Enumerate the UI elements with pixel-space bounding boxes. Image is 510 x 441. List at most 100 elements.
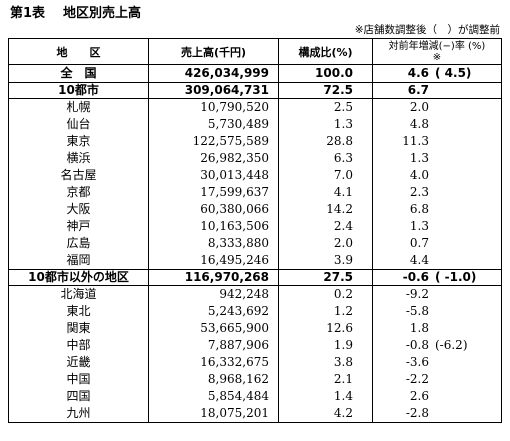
header-change-label: 対前年増減(−)率 (%) — [388, 40, 486, 52]
table-title-text: 地区別売上高 — [63, 6, 142, 21]
sales-by-region-table: 地 区 売上高(千円) 構成比(%) 対前年増減(−)率 (%) ※ 全 国 42… — [8, 38, 502, 423]
share-cell: 28.8 — [279, 133, 373, 150]
change-value: -5.8 — [405, 304, 429, 318]
change-cell: 2.3 — [373, 184, 501, 201]
table-row: 札幌 10,790,520 2.5 2.0 — [9, 99, 501, 116]
sales-cell: 5,243,692 — [149, 303, 279, 320]
sales-cell: 26,982,350 — [149, 150, 279, 167]
share-cell: 4.2 — [279, 405, 373, 422]
change-cell: 6.7 — [373, 83, 501, 98]
region-cell: 10都市 — [9, 83, 149, 98]
share-cell: 3.8 — [279, 354, 373, 371]
change-before-adjustment: (-6.2) — [435, 338, 468, 352]
change-value: 11.3 — [402, 134, 429, 148]
share-cell: 100.0 — [279, 65, 373, 82]
change-value: 4.0 — [409, 168, 429, 182]
change-cell: -9.2 — [373, 286, 501, 303]
region-cell: 中国 — [9, 371, 149, 388]
header-change-note-mark: ※ — [432, 51, 442, 63]
table-body: 全 国 426,034,999 100.0 4.6 ( 4.5) 10都市 309,064,… — [9, 65, 501, 422]
table-row: 全 国 426,034,999 100.0 4.6 ( 4.5) — [9, 65, 501, 82]
sales-cell: 122,575,589 — [149, 133, 279, 150]
header-sales: 売上高(千円) — [149, 39, 279, 64]
share-cell: 72.5 — [279, 83, 373, 98]
region-cell: 仙台 — [9, 116, 149, 133]
change-cell: -5.8 — [373, 303, 501, 320]
header-change: 対前年増減(−)率 (%) ※ — [373, 39, 501, 64]
change-value: 6.7 — [407, 83, 429, 97]
region-cell: 九州 — [9, 405, 149, 422]
region-cell: 神戸 — [9, 218, 149, 235]
sales-cell: 5,730,489 — [149, 116, 279, 133]
change-cell: 6.8 — [373, 201, 501, 218]
table-title: 第1表 地区別売上高 — [10, 6, 141, 22]
table-row: 横浜 26,982,350 6.3 1.3 — [9, 150, 501, 167]
table-row: 名古屋 30,013,448 7.0 4.0 — [9, 167, 501, 184]
region-cell: 近畿 — [9, 354, 149, 371]
change-value: 4.8 — [409, 117, 429, 131]
change-value: -0.8 — [405, 338, 429, 352]
sales-cell: 10,163,506 — [149, 218, 279, 235]
change-cell: 4.0 — [373, 167, 501, 184]
sales-cell: 10,790,520 — [149, 99, 279, 116]
share-cell: 1.3 — [279, 116, 373, 133]
change-cell: 4.8 — [373, 116, 501, 133]
change-before-adjustment: ( 4.5) — [435, 66, 472, 80]
sales-cell: 426,034,999 — [149, 65, 279, 82]
change-cell: 2.6 — [373, 388, 501, 405]
change-value: -2.8 — [405, 406, 429, 420]
sales-cell: 53,665,900 — [149, 320, 279, 337]
sales-cell: 5,854,484 — [149, 388, 279, 405]
share-cell: 2.4 — [279, 218, 373, 235]
change-value: -3.6 — [405, 355, 429, 369]
region-cell: 四国 — [9, 388, 149, 405]
sales-cell: 18,075,201 — [149, 405, 279, 422]
share-cell: 1.4 — [279, 388, 373, 405]
change-cell: -3.6 — [373, 354, 501, 371]
table-row: 10都市 309,064,731 72.5 6.7 — [9, 82, 501, 99]
sales-cell: 16,332,675 — [149, 354, 279, 371]
region-cell: 福岡 — [9, 252, 149, 269]
sales-cell: 942,248 — [149, 286, 279, 303]
share-cell: 27.5 — [279, 270, 373, 285]
region-cell: 全 国 — [9, 65, 149, 82]
share-cell: 6.3 — [279, 150, 373, 167]
region-cell: 横浜 — [9, 150, 149, 167]
change-value: 4.6 — [407, 66, 429, 80]
change-cell: -2.8 — [373, 405, 501, 422]
change-cell: 1.3 — [373, 218, 501, 235]
region-cell: 10都市以外の地区 — [9, 270, 149, 285]
share-cell: 4.1 — [279, 184, 373, 201]
change-cell: 1.3 — [373, 150, 501, 167]
share-cell: 12.6 — [279, 320, 373, 337]
table-row: 北海道 942,248 0.2 -9.2 — [9, 286, 501, 303]
region-cell: 広島 — [9, 235, 149, 252]
table-row: 中国 8,968,162 2.1 -2.2 — [9, 371, 501, 388]
sales-cell: 16,495,246 — [149, 252, 279, 269]
table-header-row: 地 区 売上高(千円) 構成比(%) 対前年増減(−)率 (%) ※ — [9, 39, 501, 65]
change-value: 0.7 — [409, 236, 429, 250]
change-cell: -2.2 — [373, 371, 501, 388]
sales-cell: 116,970,268 — [149, 270, 279, 285]
region-cell: 北海道 — [9, 286, 149, 303]
change-value: -2.2 — [405, 372, 429, 386]
table-row: 大阪 60,380,066 14.2 6.8 — [9, 201, 501, 218]
change-cell: -0.6 ( -1.0) — [373, 270, 501, 285]
share-cell: 2.5 — [279, 99, 373, 116]
change-value: 2.3 — [409, 185, 429, 199]
change-cell: -0.8 (-6.2) — [373, 337, 501, 354]
table-row: 東京 122,575,589 28.8 11.3 — [9, 133, 501, 150]
region-cell: 札幌 — [9, 99, 149, 116]
header-region: 地 区 — [9, 39, 149, 64]
sales-cell: 60,380,066 — [149, 201, 279, 218]
change-value: 2.6 — [409, 389, 429, 403]
change-cell: 4.4 — [373, 252, 501, 269]
share-cell: 1.2 — [279, 303, 373, 320]
change-cell: 11.3 — [373, 133, 501, 150]
change-value: -9.2 — [405, 287, 429, 301]
share-cell: 1.9 — [279, 337, 373, 354]
share-cell: 14.2 — [279, 201, 373, 218]
table-number: 第1表 — [10, 6, 46, 21]
change-cell: 2.0 — [373, 99, 501, 116]
sales-cell: 309,064,731 — [149, 83, 279, 98]
